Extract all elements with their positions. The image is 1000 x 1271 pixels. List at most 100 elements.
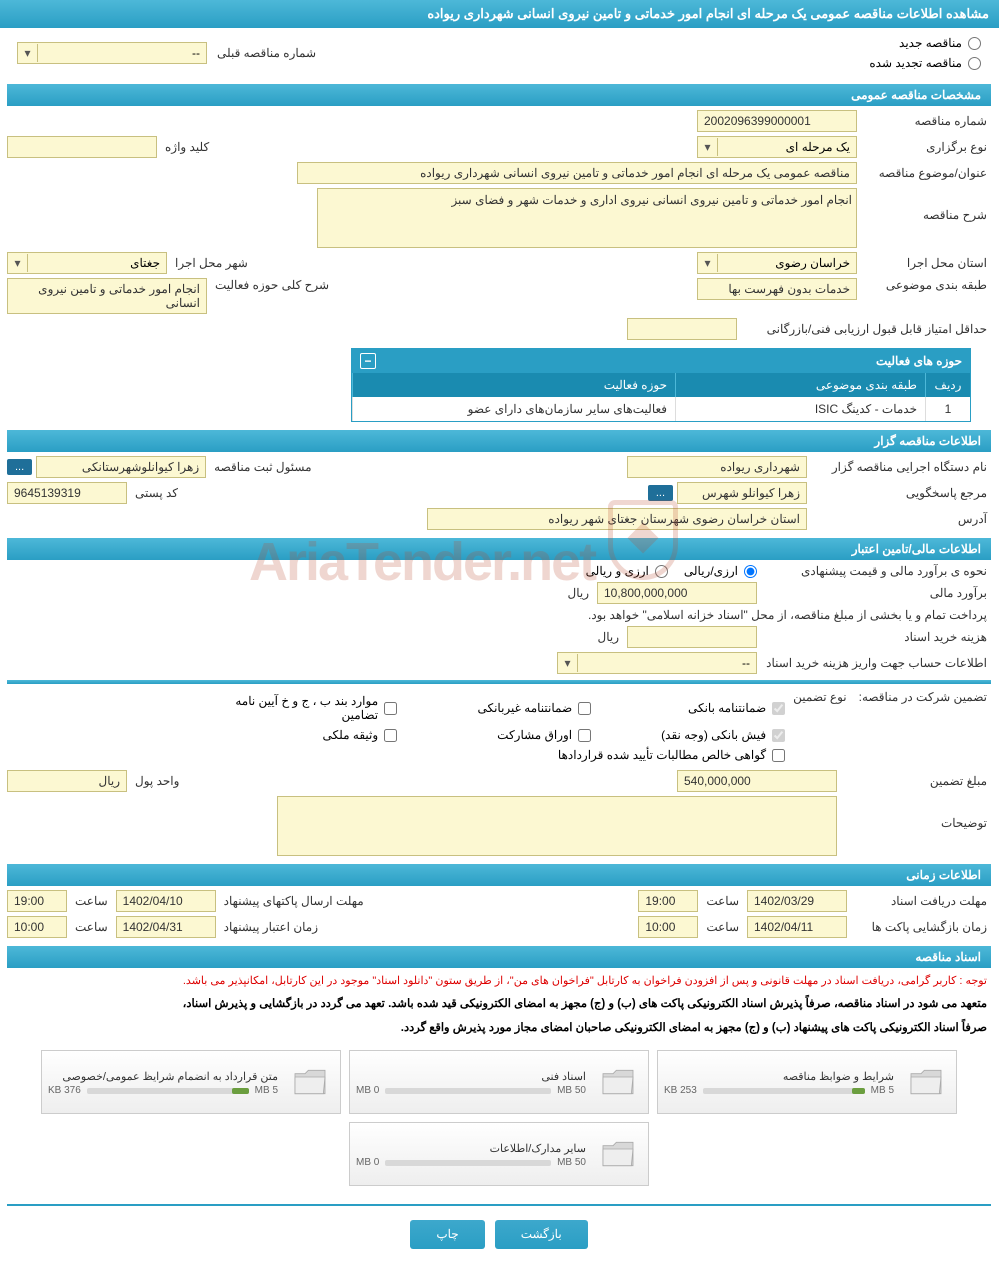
notes-textarea[interactable] bbox=[278, 796, 838, 856]
city-select[interactable]: جغتای ▾ bbox=[8, 252, 168, 274]
opening-date: 1402/04/11 bbox=[748, 916, 848, 938]
folder-icon bbox=[287, 1058, 335, 1106]
account-info-select[interactable]: -- ▾ bbox=[558, 652, 758, 674]
cell-category: خدمات - کدینگ ISIC bbox=[676, 397, 926, 421]
title-value: مناقصه عمومی یک مرحله ای انجام امور خدما… bbox=[298, 162, 858, 184]
section-timing: اطلاعات زمانی bbox=[8, 864, 992, 886]
black-notice-1: متعهد می شود در اسناد مناقصه، صرفاً پذیر… bbox=[8, 993, 992, 1017]
responder-dots-button[interactable]: ... bbox=[649, 485, 674, 501]
activity-scope-value: انجام امور خدماتی و تامین نیروی انسانی bbox=[8, 278, 208, 314]
desc-label: شرح مناقصه bbox=[862, 188, 992, 222]
table-header: ردیف طبقه بندی موضوعی حوزه فعالیت bbox=[353, 373, 971, 397]
keyword-input[interactable] bbox=[8, 136, 158, 158]
radio-new-tender[interactable]: مناقصه جدید bbox=[870, 36, 982, 50]
chk-regulation[interactable]: موارد بند ب ، ج و خ آیین نامه تضامین bbox=[218, 694, 398, 722]
doc-cost-input[interactable] bbox=[628, 626, 758, 648]
responder-label: مرجع پاسخگویی bbox=[812, 486, 992, 500]
address-value: استان خراسان رضوی شهرستان جغتای شهر ریوا… bbox=[428, 508, 808, 530]
col-idx: ردیف bbox=[926, 373, 971, 397]
chk-bank-receipt[interactable]: فیش بانکی (وجه نقد) bbox=[606, 728, 786, 742]
chk-bonds[interactable]: اوراق مشارکت bbox=[412, 728, 592, 742]
account-info-value: -- bbox=[579, 653, 757, 673]
chk-property[interactable]: وثیقه ملکی bbox=[218, 728, 398, 742]
chevron-down-icon: ▾ bbox=[559, 654, 579, 672]
org-name-value: شهرداری ریواده bbox=[628, 456, 808, 478]
divider bbox=[8, 680, 992, 684]
city-value: جغتای bbox=[29, 253, 167, 273]
desc-textarea[interactable]: انجام امور خدماتی و تامین نیروی انسانی ن… bbox=[318, 188, 858, 248]
registrar-dots-button[interactable]: ... bbox=[8, 459, 33, 475]
min-score-label: حداقل امتیاز قابل قبول ارزیابی فنی/بازرگ… bbox=[742, 322, 992, 336]
notes-label: توضیحات bbox=[842, 796, 992, 830]
chk-bank-guarantee[interactable]: ضمانتنامه بانکی bbox=[606, 694, 786, 722]
chevron-down-icon: ▾ bbox=[699, 138, 719, 156]
progress-track bbox=[704, 1088, 866, 1094]
doc-box-0[interactable]: شرایط و ضوابظ مناقصه5 MB 253 KB bbox=[658, 1050, 958, 1114]
postal-label: کد پستی bbox=[132, 486, 183, 500]
min-score-input[interactable] bbox=[628, 318, 738, 340]
radio-renewed-tender[interactable]: مناقصه تجدید شده bbox=[870, 56, 982, 70]
category-value: خدمات بدون فهرست بها bbox=[698, 278, 858, 300]
registrar-value: زهرا کیوانلوشهرستانکی bbox=[37, 456, 207, 478]
province-select[interactable]: خراسان رضوی ▾ bbox=[698, 252, 858, 274]
bid-deadline-date: 1402/04/10 bbox=[117, 890, 217, 912]
holding-type-select[interactable]: یک مرحله ای ▾ bbox=[698, 136, 858, 158]
doc-size: 253 KB bbox=[665, 1085, 698, 1096]
prev-tender-select[interactable]: -- ▾ bbox=[18, 42, 208, 64]
opening-label: زمان بازگشایی پاکت ها bbox=[852, 920, 992, 934]
radio-renewed-input[interactable] bbox=[969, 57, 982, 70]
prev-tender-value: -- bbox=[39, 43, 207, 63]
tender-no-label: شماره مناقصه bbox=[862, 114, 992, 128]
validity-label: زمان اعتبار پیشنهاد bbox=[221, 920, 323, 934]
org-name-label: نام دستگاه اجرایی مناقصه گزار bbox=[812, 460, 992, 474]
doc-size: 0 MB bbox=[357, 1157, 380, 1168]
folder-icon bbox=[903, 1058, 951, 1106]
print-button[interactable]: چاپ bbox=[411, 1220, 485, 1249]
radio-new-input[interactable] bbox=[969, 37, 982, 50]
radio-rial[interactable]: ارزی/ریالی bbox=[685, 564, 758, 578]
chevron-down-icon: ▾ bbox=[699, 254, 719, 272]
doc-box-1[interactable]: اسناد فنی50 MB0 MB bbox=[350, 1050, 650, 1114]
city-label: شهر محل اجرا bbox=[172, 256, 253, 270]
doc-box-3[interactable]: سایر مدارک/اطلاعات50 MB0 MB bbox=[350, 1122, 650, 1186]
title-label: عنوان/موضوع مناقصه bbox=[862, 166, 992, 180]
bid-deadline-time: 19:00 bbox=[8, 890, 68, 912]
page-title: مشاهده اطلاعات مناقصه عمومی یک مرحله ای … bbox=[428, 6, 990, 21]
folder-icon bbox=[595, 1058, 643, 1106]
collapse-icon[interactable]: − bbox=[361, 353, 377, 369]
doc-deadline-date: 1402/03/29 bbox=[748, 890, 848, 912]
address-label: آدرس bbox=[812, 512, 992, 526]
doc-cap: 50 MB bbox=[558, 1085, 587, 1096]
doc-box-2[interactable]: متن قرارداد به انضمام شرایظ عمومی/خصوصی5… bbox=[42, 1050, 342, 1114]
section-documents: اسناد مناقصه bbox=[8, 946, 992, 968]
cell-scope: فعالیت‌های سایر سازمان‌های دارای عضو bbox=[353, 397, 676, 421]
currency-value: ریال bbox=[8, 770, 128, 792]
opening-time: 10:00 bbox=[639, 916, 699, 938]
tender-no-value: 2002096399000001 bbox=[698, 110, 858, 132]
guarantee-amount-value: 540,000,000 bbox=[678, 770, 838, 792]
radio-currency[interactable]: ارزی و ریالی bbox=[587, 564, 669, 578]
doc-title: متن قرارداد به انضمام شرایظ عمومی/خصوصی bbox=[49, 1068, 279, 1085]
section-general: مشخصات مناقصه عمومی bbox=[8, 84, 992, 106]
province-label: استان محل اجرا bbox=[862, 256, 992, 270]
chk-nonbank[interactable]: ضمانتنامه غیربانکی bbox=[412, 694, 592, 722]
guarantee-type-label: نوع تضمین bbox=[790, 690, 851, 704]
chk-net-claims[interactable]: گواهی خالص مطالبات تأیید شده قراردادها bbox=[218, 748, 786, 762]
radio-renewed-label: مناقصه تجدید شده bbox=[870, 56, 963, 70]
radio-new-label: مناقصه جدید bbox=[900, 36, 963, 50]
folder-icon bbox=[595, 1130, 643, 1178]
doc-cap: 5 MB bbox=[872, 1085, 895, 1096]
doc-title: سایر مدارک/اطلاعات bbox=[357, 1140, 587, 1157]
time-label-3: ساعت bbox=[703, 920, 744, 934]
doc-cost-label: هزینه خرید اسناد bbox=[762, 630, 992, 644]
back-button[interactable]: بازگشت bbox=[496, 1220, 589, 1249]
bid-deadline-label: مهلت ارسال پاکتهای پیشنهاد bbox=[221, 894, 369, 908]
keyword-label: کلید واژه bbox=[162, 140, 214, 154]
rial-unit-2: ریال bbox=[594, 630, 624, 644]
guarantee-label: تضمین شرکت در مناقصه: bbox=[856, 690, 992, 704]
doc-deadline-label: مهلت دریافت اسناد bbox=[852, 894, 992, 908]
doc-size: 0 MB bbox=[357, 1085, 380, 1096]
doc-title: شرایط و ضوابظ مناقصه bbox=[665, 1068, 895, 1085]
col-scope: حوزه فعالیت bbox=[353, 373, 676, 397]
activity-table-title: حوزه های فعالیت bbox=[877, 354, 963, 368]
